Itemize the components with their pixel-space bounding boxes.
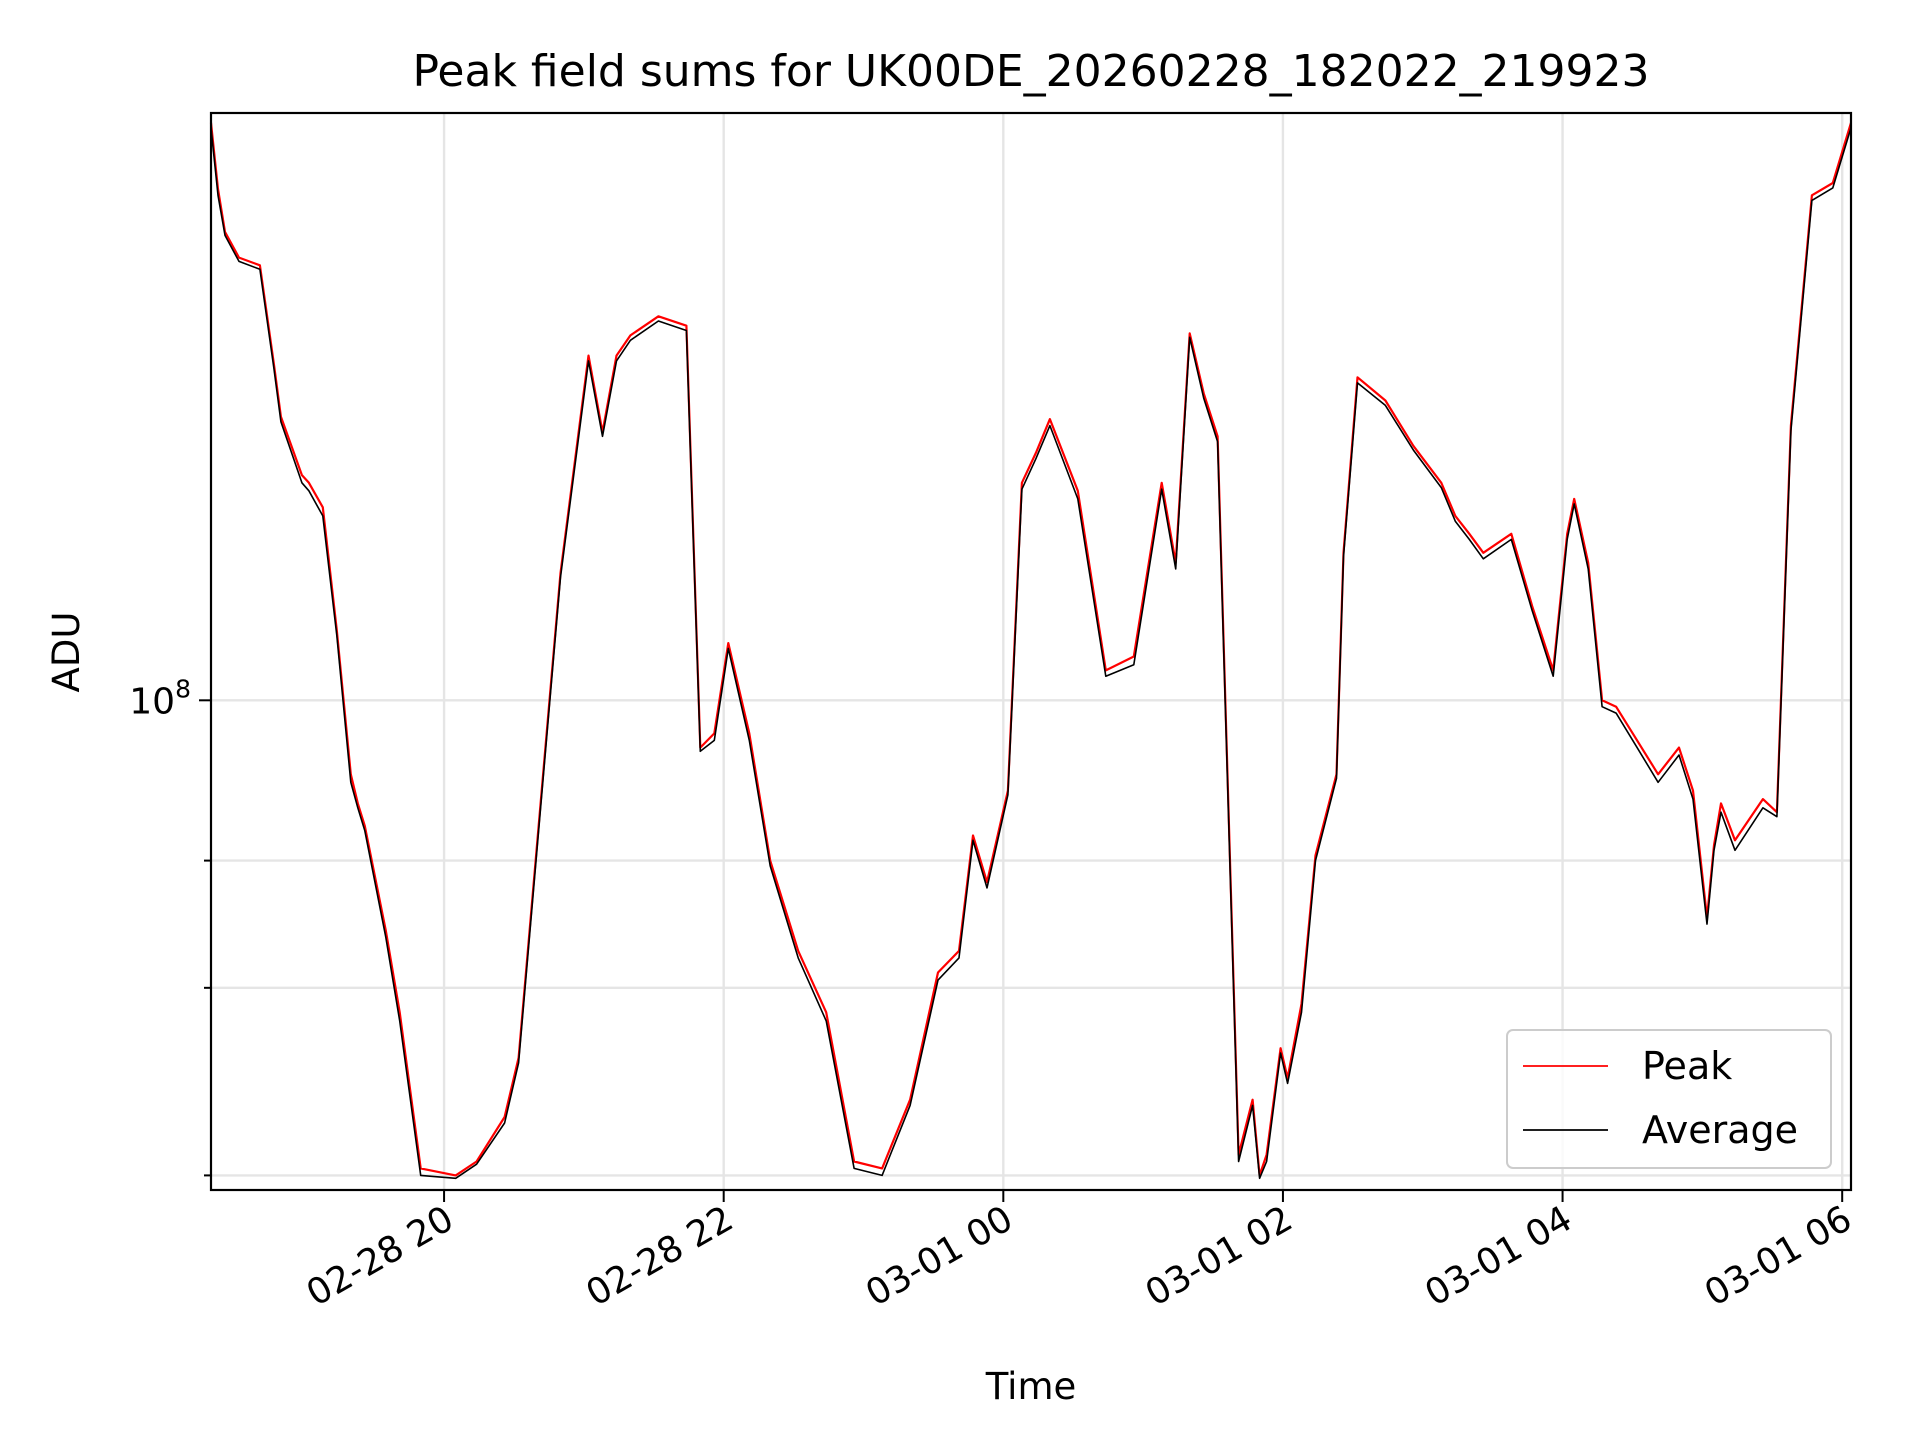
series-area <box>209 122 1853 1180</box>
series-line-average <box>210 127 1852 1180</box>
y-axis: 108 <box>129 674 211 1177</box>
legend-label-average: Average <box>1642 1108 1798 1152</box>
x-axis-label: Time <box>985 1365 1077 1408</box>
legend-label-peak: Peak <box>1642 1044 1732 1088</box>
chart-title: Peak field sums for UK00DE_20260228_1820… <box>412 46 1649 97</box>
legend: Peak Average <box>1506 1029 1832 1169</box>
grid <box>211 113 1851 1190</box>
plot-frame <box>209 111 1853 1192</box>
legend-box <box>1506 1029 1832 1169</box>
y-tick-label: 108 <box>129 674 191 722</box>
y-axis-label: ADU <box>45 612 88 693</box>
